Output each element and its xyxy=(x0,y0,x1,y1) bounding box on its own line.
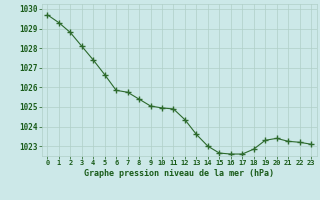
X-axis label: Graphe pression niveau de la mer (hPa): Graphe pression niveau de la mer (hPa) xyxy=(84,169,274,178)
